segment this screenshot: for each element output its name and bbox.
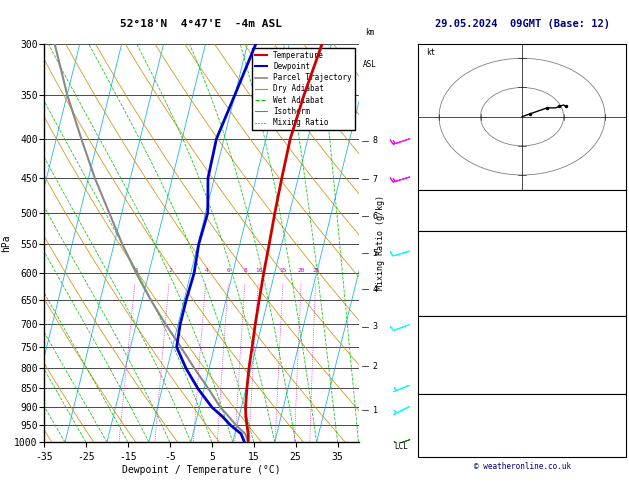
Text: CIN (J): CIN (J) — [423, 384, 461, 393]
Text: 29.05.2024  09GMT (Base: 12): 29.05.2024 09GMT (Base: 12) — [435, 19, 610, 29]
Text: 1: 1 — [615, 384, 621, 393]
Text: EH: EH — [423, 407, 434, 417]
Text: Temp (°C): Temp (°C) — [423, 244, 472, 254]
Text: 3: 3 — [615, 285, 621, 295]
Text: Dewp (°C): Dewp (°C) — [423, 258, 472, 267]
Text: 5: 5 — [373, 249, 377, 258]
Text: 6: 6 — [373, 211, 377, 221]
Text: 3: 3 — [615, 357, 621, 366]
Text: Most Unstable: Most Unstable — [487, 318, 557, 328]
Text: θₑ(K): θₑ(K) — [423, 272, 450, 281]
Text: 48: 48 — [610, 370, 621, 380]
Text: 14: 14 — [610, 421, 621, 430]
Text: 259°: 259° — [599, 434, 621, 444]
Text: 1: 1 — [615, 312, 621, 322]
Text: 2.21: 2.21 — [599, 218, 621, 227]
Text: 13.7: 13.7 — [599, 244, 621, 254]
Text: CAPE (J): CAPE (J) — [423, 299, 466, 308]
Text: Pressure (mb): Pressure (mb) — [423, 330, 493, 339]
Text: -19: -19 — [604, 407, 621, 417]
Text: K: K — [423, 191, 429, 200]
Text: 20: 20 — [298, 268, 305, 273]
Text: 52°18'N  4°47'E  -4m ASL: 52°18'N 4°47'E -4m ASL — [120, 19, 282, 29]
Text: θₑ (K): θₑ (K) — [423, 343, 455, 352]
Text: StmSpd (kt): StmSpd (kt) — [423, 448, 482, 457]
Text: 25: 25 — [312, 268, 320, 273]
Text: 1008: 1008 — [599, 330, 621, 339]
Text: 1: 1 — [134, 268, 138, 273]
Text: 1: 1 — [373, 406, 377, 415]
Text: Mixing Ratio (g/kg): Mixing Ratio (g/kg) — [376, 195, 385, 291]
Text: Lifted Index: Lifted Index — [423, 357, 488, 366]
Text: km: km — [365, 28, 374, 37]
Text: CIN (J): CIN (J) — [423, 312, 461, 322]
Text: 311: 311 — [604, 272, 621, 281]
Text: 47: 47 — [610, 205, 621, 214]
Text: 3: 3 — [373, 322, 377, 331]
Text: 12.8: 12.8 — [599, 258, 621, 267]
X-axis label: Dewpoint / Temperature (°C): Dewpoint / Temperature (°C) — [122, 465, 281, 475]
Text: Totals Totals: Totals Totals — [423, 205, 493, 214]
Text: 8: 8 — [243, 268, 247, 273]
Text: Surface: Surface — [503, 233, 541, 243]
Text: ASL: ASL — [362, 60, 377, 69]
Text: SREH: SREH — [423, 421, 445, 430]
Text: 6: 6 — [227, 268, 231, 273]
Y-axis label: hPa: hPa — [1, 234, 11, 252]
Text: Hodograph: Hodograph — [498, 396, 546, 405]
Text: StmDir: StmDir — [423, 434, 455, 444]
Text: Lifted Index: Lifted Index — [423, 285, 488, 295]
Legend: Temperature, Dewpoint, Parcel Trajectory, Dry Adiabat, Wet Adiabat, Isotherm, Mi: Temperature, Dewpoint, Parcel Trajectory… — [252, 48, 355, 130]
Text: © weatheronline.co.uk: © weatheronline.co.uk — [474, 462, 571, 471]
Text: 25: 25 — [610, 448, 621, 457]
Text: 8: 8 — [373, 136, 377, 145]
Text: 7: 7 — [373, 175, 377, 184]
Text: 15: 15 — [280, 268, 287, 273]
Text: PW (cm): PW (cm) — [423, 218, 461, 227]
Text: 311: 311 — [604, 343, 621, 352]
Text: CAPE (J): CAPE (J) — [423, 370, 466, 380]
Text: kt: kt — [426, 49, 436, 57]
Text: 26: 26 — [610, 191, 621, 200]
Text: 10: 10 — [255, 268, 262, 273]
Text: LCL: LCL — [394, 442, 408, 451]
Text: 48: 48 — [610, 299, 621, 308]
Text: 2: 2 — [168, 268, 172, 273]
Text: 2: 2 — [373, 362, 377, 371]
Text: 4: 4 — [373, 285, 377, 294]
Text: 4: 4 — [204, 268, 208, 273]
